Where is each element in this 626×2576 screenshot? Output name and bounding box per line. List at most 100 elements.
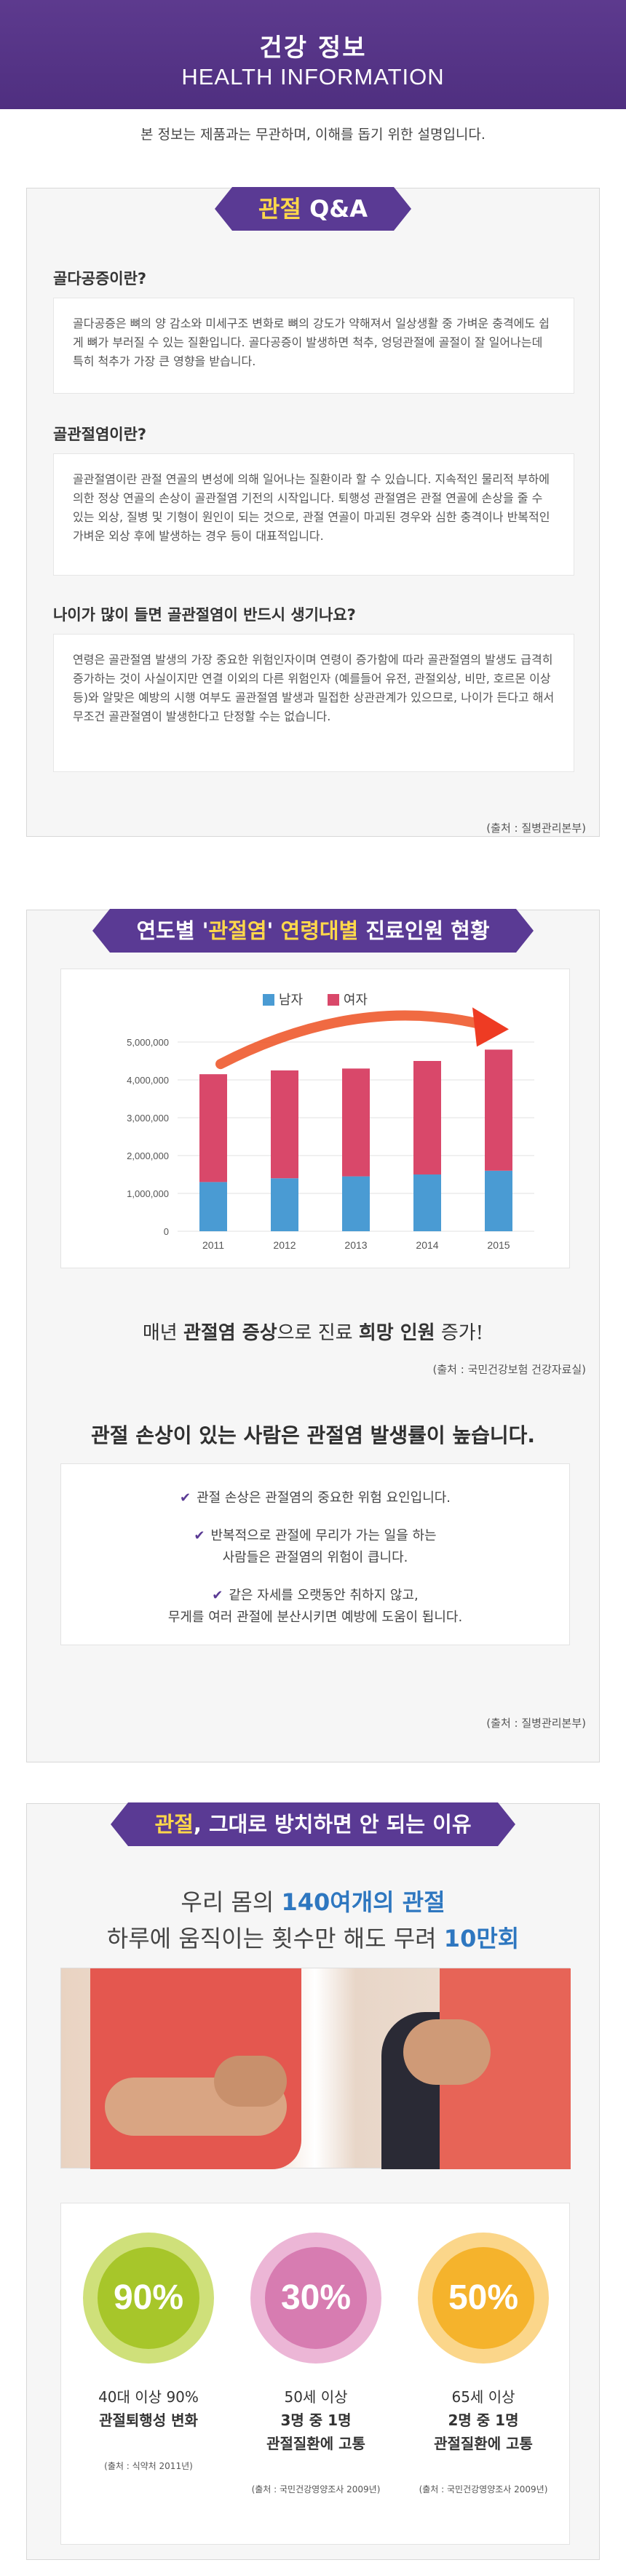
- x-tick-label: 2013: [344, 1239, 367, 1251]
- y-tick-label: 0: [164, 1226, 169, 1237]
- stats-ribbon-text-2: ': [266, 918, 281, 943]
- bar-male-2013: [342, 1176, 370, 1231]
- risk-source: (출처 : 질병관리본부): [486, 1717, 586, 1730]
- chart-legend: 남자 여자: [61, 990, 569, 1009]
- bar-male-2015: [485, 1170, 512, 1231]
- stats-ribbon-hl-2: 연령대별: [280, 918, 359, 943]
- trend-arrow-head: [472, 1007, 509, 1047]
- x-tick-label: 2014: [416, 1239, 438, 1251]
- legend-item-female: 여자: [327, 990, 368, 1009]
- caption-bold-2: 희망 인원: [358, 1322, 435, 1344]
- caption-part-3: 증가!: [435, 1322, 484, 1344]
- reason-ribbon-text: , 그대로 방치하면 안 되는 이유: [193, 1812, 472, 1837]
- caption-part-2: 으로 진료: [277, 1322, 359, 1344]
- answer-1: 골다공증은 뼈의 양 감소와 미세구조 변화로 뼈의 강도가 약해져서 일상생활…: [53, 298, 574, 394]
- reason-ribbon: 관절, 그대로 방치하면 안 되는 이유: [27, 1802, 599, 1846]
- qa-ribbon-text: Q&A: [301, 195, 368, 223]
- qa-source: (출처 : 질병관리본부): [486, 822, 586, 835]
- legend-swatch-male: [263, 994, 274, 1006]
- stat-30-line-2: 3명 중 1명: [280, 2412, 352, 2429]
- stats-ribbon-hl-1: 관절염: [208, 918, 267, 943]
- bar-female-2011: [199, 1074, 227, 1182]
- chart-panel: 남자 여자 0 1,000,000 2,000,000 3,000,000 4,000,…: [60, 969, 570, 1268]
- header-title-en: HEALTH INFORMATION: [181, 64, 445, 90]
- bar-male-2012: [271, 1178, 298, 1231]
- question-2: 골관절염이란?: [53, 426, 147, 443]
- check-item-1-text: 관절 손상은 관절염의 중요한 위험 요인입니다.: [197, 1490, 451, 1506]
- x-tick-label: 2015: [487, 1239, 510, 1251]
- trend-arrow: [215, 1010, 489, 1070]
- qa-ribbon-highlight: 관절: [258, 195, 301, 223]
- check-item-2-line-1: 반복적으로 관절에 무리가 가는 일을 하는: [210, 1528, 437, 1543]
- stats-ribbon-text-1: 연도별 ': [136, 918, 209, 943]
- stat-percent-30: 30%: [265, 2247, 367, 2349]
- movement-count-highlight: 10만회: [443, 1925, 520, 1952]
- qa-ribbon: 관절 Q&A: [27, 187, 599, 231]
- y-tick-label: 2,000,000: [127, 1150, 169, 1161]
- check-icon: ✔: [194, 1528, 205, 1543]
- stat-card-90: 90% 40대 이상 90% 관절퇴행성 변화 (출처 : 식약처 2011년): [76, 2233, 221, 2472]
- legend-label-male: 남자: [279, 993, 304, 1008]
- bar-male-2011: [199, 1182, 227, 1231]
- reason-section: 관절, 그대로 방치하면 안 되는 이유 우리 몸의 140여개의 관절 하루에…: [26, 1802, 600, 2560]
- check-item-1: ✔ 관절 손상은 관절염의 중요한 위험 요인입니다.: [61, 1487, 569, 1509]
- risk-checklist: ✔ 관절 손상은 관절염의 중요한 위험 요인입니다. ✔ 반복적으로 관절에 무리…: [60, 1463, 570, 1645]
- check-icon: ✔: [179, 1490, 191, 1506]
- y-tick-label: 1,000,000: [127, 1188, 169, 1199]
- stat-percent-90: 90%: [98, 2247, 199, 2349]
- stat-ring-90: 90%: [83, 2233, 214, 2364]
- bar-male-2014: [413, 1174, 441, 1231]
- question-3: 나이가 많이 들면 골관절염이 반드시 생기나요?: [53, 606, 356, 624]
- risk-headline: 관절 손상이 있는 사람은 관절염 발생률이 높습니다.: [90, 1423, 536, 1447]
- legend-item-male: 남자: [263, 990, 303, 1009]
- caption-part-1: 매년: [142, 1322, 183, 1344]
- x-tick-label: 2012: [273, 1239, 296, 1251]
- bar-chart: 0 1,000,000 2,000,000 3,000,000 4,000,000 5,0…: [127, 1007, 534, 1251]
- stat-30-line-1: 50세 이상: [284, 2388, 348, 2406]
- legend-swatch-female: [327, 994, 339, 1006]
- question-1: 골다공증이란?: [53, 270, 147, 287]
- stat-90-line-1: 40대 이상 90%: [98, 2388, 199, 2406]
- answer-2: 골관절염이란 관절 연골의 변성에 의해 일어나는 질환이라 할 수 있습니다.…: [53, 453, 574, 576]
- stat-ring-50: 50%: [418, 2233, 549, 2364]
- stat-50-line-2: 2명 중 1명: [448, 2412, 519, 2429]
- x-tick-label: 2011: [202, 1239, 224, 1251]
- stat-50-source: (출처 : 국민건강영양조사 2009년): [419, 2484, 548, 2494]
- stat-30-line-3: 관절질환에 고통: [266, 2435, 365, 2452]
- stat-30-source: (출처 : 국민건강영양조사 2009년): [251, 2484, 381, 2494]
- percentage-stats-panel: 90% 40대 이상 90% 관절퇴행성 변화 (출처 : 식약처 2011년) …: [60, 2203, 570, 2545]
- check-item-2-line-2: 사람들은 관절염의 위험이 큽니다.: [222, 1550, 408, 1565]
- y-tick-label: 4,000,000: [127, 1075, 169, 1086]
- stats-ribbon-text-3: 진료인원 현황: [358, 918, 490, 943]
- header-title-ko: 건강 정보: [259, 33, 367, 63]
- stat-ring-30: 30%: [250, 2233, 381, 2364]
- joint-pain-photo: [60, 1968, 571, 2169]
- stat-90-source: (출처 : 식약처 2011년): [104, 2461, 193, 2471]
- stat-50-line-3: 관절질환에 고통: [434, 2435, 533, 2452]
- y-tick-label: 5,000,000: [127, 1037, 169, 1048]
- check-icon: ✔: [212, 1588, 223, 1603]
- stat-percent-50: 50%: [432, 2247, 534, 2349]
- check-item-3-line-1: 같은 자세를 오랫동안 취하지 않고,: [229, 1588, 419, 1603]
- stat-90-line-2: 관절퇴행성 변화: [99, 2412, 198, 2429]
- reason-ribbon-highlight: 관절: [154, 1812, 194, 1837]
- stats-ribbon: 연도별 '관절염' 연령대별 진료인원 현황: [27, 909, 599, 953]
- bar-female-2012: [271, 1070, 298, 1179]
- joint-count-line: 우리 몸의 140여개의 관절: [27, 1884, 599, 1917]
- y-tick-label: 3,000,000: [127, 1113, 169, 1124]
- legend-label-female: 여자: [343, 993, 368, 1008]
- bar-female-2014: [413, 1061, 441, 1174]
- qa-section: 관절 Q&A 골다공증이란? 골다공증은 뼈의 양 감소와 미세구조 변화로 뼈…: [26, 187, 600, 837]
- chart-source: (출처 : 국민건강보험 건강자료실): [432, 1363, 586, 1376]
- stat-50-line-1: 65세 이상: [451, 2388, 515, 2406]
- stats-section: 연도별 '관절염' 연령대별 진료인원 현황 남자 여자 0 1,000,000 2…: [26, 909, 600, 1762]
- header-banner: 건강 정보 HEALTH INFORMATION: [0, 0, 626, 109]
- movement-count-text: 하루에 움직이는 횟수만 해도 무려: [106, 1925, 444, 1952]
- answer-3: 연령은 골관절염 발생의 가장 중요한 위험인자이며 연령이 증가함에 따라 골…: [53, 634, 574, 772]
- check-item-3-line-2: 무게를 여러 관절에 분산시키면 예방에 도움이 됩니다.: [167, 1610, 463, 1625]
- bar-female-2015: [485, 1049, 512, 1171]
